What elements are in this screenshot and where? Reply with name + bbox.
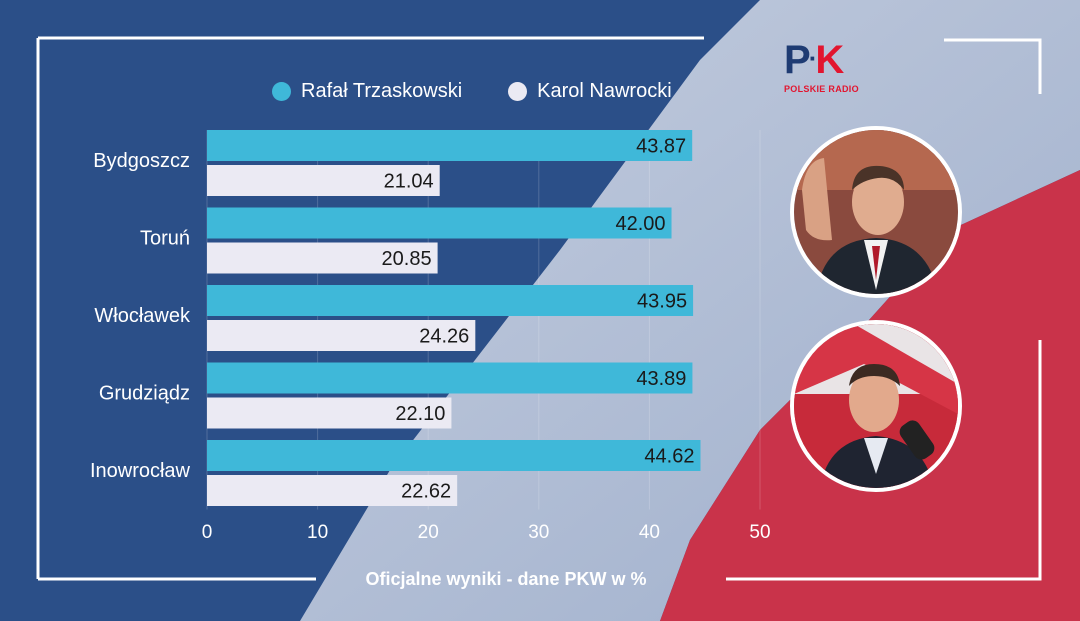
portrait-nawrocki xyxy=(790,320,962,492)
portrait-trzaskowski xyxy=(790,126,962,298)
category-label: Włocławek xyxy=(94,305,191,327)
category-label: Inowrocław xyxy=(90,460,191,482)
category-label: Grudziądz xyxy=(99,383,190,405)
legend-swatch-nawrocki xyxy=(508,82,528,101)
portrait-nawrocki-image xyxy=(794,324,958,488)
legend-label-nawrocki: Karol Nawrocki xyxy=(537,80,672,102)
category-label: Bydgoszcz xyxy=(93,150,190,172)
x-tick-label: 50 xyxy=(749,522,770,543)
x-tick-label: 0 xyxy=(202,522,213,543)
legend-swatch-trzaskowski xyxy=(272,82,291,101)
data-label: 42.00 xyxy=(615,213,665,235)
logo-mark: P·K xyxy=(784,38,844,82)
data-label: 20.85 xyxy=(382,248,432,270)
bar-nawrocki xyxy=(207,242,438,274)
x-tick-label: 30 xyxy=(528,522,549,543)
legend-label-trzaskowski: Rafał Trzaskowski xyxy=(301,80,463,102)
bar-nawrocki xyxy=(207,320,476,351)
frame-right xyxy=(726,340,1042,581)
chart-footer-note: Oficjalne wyniki - dane PKW w % xyxy=(365,569,647,589)
x-tick-label: 10 xyxy=(307,522,328,543)
bar-trzaskowski xyxy=(207,362,693,394)
bar-trzaskowski xyxy=(207,207,672,239)
x-tick-label: 20 xyxy=(418,522,439,543)
category-label: Toruń xyxy=(140,228,190,250)
logo-i: · xyxy=(808,43,818,73)
data-label: 44.62 xyxy=(644,446,694,468)
legend-item-trzaskowski: Rafał Trzaskowski xyxy=(272,80,462,103)
frame-top-right xyxy=(944,38,1042,94)
logo-subtitle: POLSKIE RADIO xyxy=(784,84,859,94)
legend-item-nawrocki: Karol Nawrocki xyxy=(508,80,672,103)
x-tick-label: 40 xyxy=(639,522,660,543)
bar-trzaskowski xyxy=(207,130,693,161)
data-label: 22.62 xyxy=(401,481,451,503)
portrait-trzaskowski-image xyxy=(794,130,958,294)
data-label: 21.04 xyxy=(384,171,434,193)
data-label: 43.87 xyxy=(636,136,686,158)
chart-legend: Rafał Trzaskowski Karol Nawrocki xyxy=(272,80,708,103)
bar-trzaskowski xyxy=(207,440,701,471)
data-label: 43.89 xyxy=(636,368,686,390)
polskie-radio-logo: P·K POLSKIE RADIO xyxy=(784,38,866,98)
data-label: 22.10 xyxy=(395,403,445,425)
bar-nawrocki xyxy=(207,475,458,506)
bar-nawrocki xyxy=(207,165,440,196)
bar-trzaskowski xyxy=(207,285,694,316)
data-label: 24.26 xyxy=(419,326,469,348)
bar-nawrocki xyxy=(207,397,452,429)
data-label: 43.95 xyxy=(637,291,687,313)
